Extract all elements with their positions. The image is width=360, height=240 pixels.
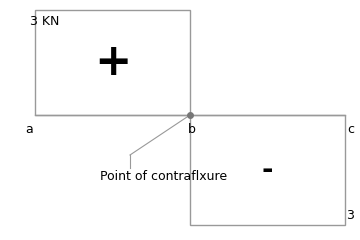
Text: -: - — [262, 156, 273, 184]
Text: +: + — [94, 41, 131, 84]
Text: 3 KN: 3 KN — [347, 209, 360, 222]
Text: a: a — [25, 123, 33, 136]
Bar — [190, 115, 345, 225]
Text: 3 KN: 3 KN — [30, 15, 59, 28]
Text: b: b — [188, 123, 196, 136]
Bar — [35, 10, 190, 115]
Text: c: c — [347, 123, 354, 136]
Text: Point of contraflxure: Point of contraflxure — [100, 170, 227, 183]
